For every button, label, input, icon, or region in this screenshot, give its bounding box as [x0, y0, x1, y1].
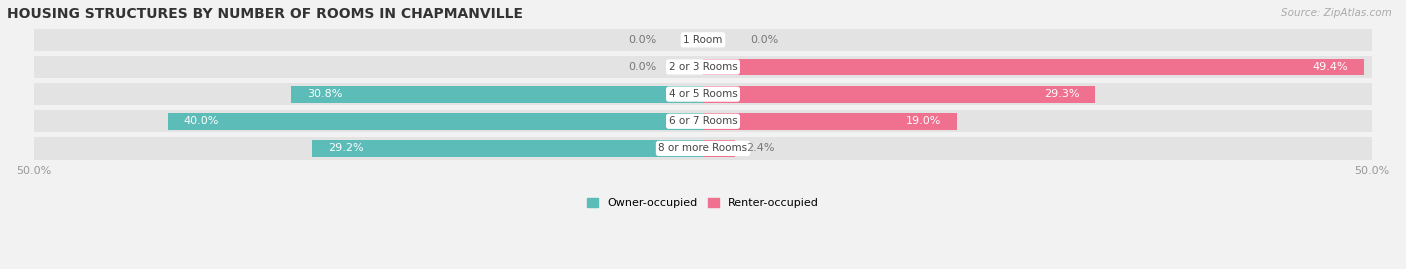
- Text: 49.4%: 49.4%: [1313, 62, 1348, 72]
- Bar: [703, 140, 735, 157]
- Bar: [703, 113, 957, 130]
- Bar: [291, 86, 703, 102]
- Bar: [34, 29, 1372, 51]
- Legend: Owner-occupied, Renter-occupied: Owner-occupied, Renter-occupied: [586, 197, 820, 208]
- Text: 0.0%: 0.0%: [628, 35, 657, 45]
- Text: 2.4%: 2.4%: [745, 143, 775, 153]
- Bar: [34, 56, 1372, 78]
- Text: HOUSING STRUCTURES BY NUMBER OF ROOMS IN CHAPMANVILLE: HOUSING STRUCTURES BY NUMBER OF ROOMS IN…: [7, 7, 523, 21]
- Bar: [703, 86, 1095, 102]
- Bar: [34, 137, 1372, 160]
- Text: Source: ZipAtlas.com: Source: ZipAtlas.com: [1281, 8, 1392, 18]
- Text: 29.2%: 29.2%: [328, 143, 364, 153]
- Text: 40.0%: 40.0%: [184, 116, 219, 126]
- Text: 8 or more Rooms: 8 or more Rooms: [658, 143, 748, 153]
- Bar: [34, 110, 1372, 132]
- Text: 30.8%: 30.8%: [307, 89, 342, 99]
- Bar: [167, 113, 703, 130]
- Text: 0.0%: 0.0%: [749, 35, 778, 45]
- Bar: [312, 140, 703, 157]
- Text: 2 or 3 Rooms: 2 or 3 Rooms: [669, 62, 737, 72]
- Text: 1 Room: 1 Room: [683, 35, 723, 45]
- Text: 6 or 7 Rooms: 6 or 7 Rooms: [669, 116, 737, 126]
- Text: 29.3%: 29.3%: [1043, 89, 1080, 99]
- Bar: [34, 83, 1372, 105]
- Bar: [703, 59, 1364, 75]
- Text: 0.0%: 0.0%: [628, 62, 657, 72]
- Text: 4 or 5 Rooms: 4 or 5 Rooms: [669, 89, 737, 99]
- Text: 19.0%: 19.0%: [905, 116, 941, 126]
